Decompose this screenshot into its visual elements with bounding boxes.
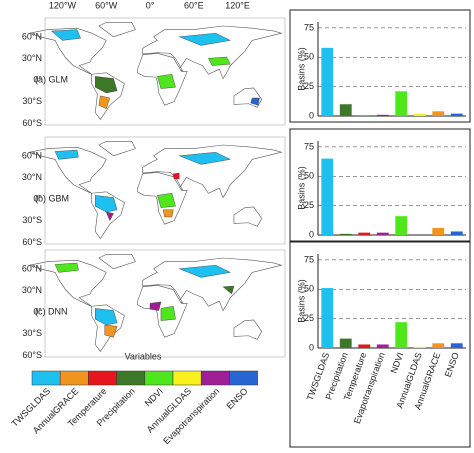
legend-swatch: [116, 370, 146, 386]
bar: [339, 338, 352, 348]
lat-label: 0°: [33, 75, 42, 85]
lat-label: 30°N: [22, 53, 42, 63]
bar: [413, 113, 426, 116]
lat-label: 30°N: [22, 172, 42, 182]
bar: [450, 113, 463, 116]
lat-label: 60°S: [22, 118, 42, 128]
y-axis-label: Basins (%): [296, 47, 306, 91]
bar: [432, 111, 445, 116]
legend-swatch: [59, 370, 89, 386]
bar: [358, 232, 371, 235]
legend-label: NDVI: [143, 386, 165, 408]
bar: [450, 231, 463, 235]
bar: [432, 343, 445, 348]
legend-swatch: [88, 370, 117, 386]
y-tick-label: 50: [304, 171, 314, 181]
bar: [395, 322, 408, 348]
bar: [450, 343, 463, 348]
y-tick-label: 0: [309, 110, 314, 120]
bar: [321, 47, 334, 116]
x-tick-label: NDVI: [389, 351, 406, 375]
bar: [432, 227, 445, 235]
lon-label: 0°: [146, 0, 155, 10]
lat-label: 60°S: [22, 350, 42, 360]
lat-label: 60°N: [22, 263, 42, 273]
panel-label: (c) DNN: [35, 306, 68, 316]
y-tick-label: 25: [304, 81, 314, 91]
lat-label: 60°N: [22, 150, 42, 160]
bar: [395, 216, 408, 235]
map-a: [29, 22, 282, 120]
legend-label: ENSO: [224, 386, 249, 411]
legend-title: Variables: [125, 351, 162, 361]
lat-label: 30°S: [22, 215, 42, 225]
y-tick-label: 75: [304, 22, 314, 32]
bar: [339, 104, 352, 116]
lat-label: 30°N: [22, 285, 42, 295]
lat-label: 30°S: [22, 328, 42, 338]
legend-label: Evapotranspiration: [161, 386, 221, 446]
map-frame: [44, 249, 286, 358]
lat-label: 60°S: [22, 237, 42, 247]
lat-label: 30°S: [22, 96, 42, 106]
lon-label: 60°W: [95, 0, 118, 10]
legend-swatch: [200, 370, 230, 386]
panel-label: (a) GLM: [35, 74, 68, 84]
lon-label: 120°W: [49, 0, 77, 10]
chart-frame: [289, 9, 471, 123]
bar: [395, 91, 408, 116]
x-tick-label: ENSO: [443, 351, 461, 378]
bar: [321, 288, 334, 348]
map-frame: [44, 136, 286, 245]
bar: [376, 232, 389, 235]
panel-label: (b) GBM: [35, 193, 69, 203]
y-tick-label: 50: [304, 52, 314, 62]
y-tick-label: 25: [304, 313, 314, 323]
bar: [339, 233, 352, 235]
bar: [321, 158, 334, 235]
lon-label: 60°E: [184, 0, 204, 10]
map-frame: [44, 17, 286, 126]
chart-frame: [289, 128, 471, 242]
y-tick-label: 75: [304, 141, 314, 151]
legend-swatch: [229, 370, 258, 386]
bar: [376, 344, 389, 348]
map-b: [29, 141, 282, 239]
map-c: [29, 254, 282, 352]
y-axis-label: Basins (%): [296, 166, 306, 210]
legend-swatch: [31, 370, 61, 386]
lon-label: 120°E: [225, 0, 250, 10]
y-tick-label: 50: [304, 284, 314, 294]
chart-frame: [289, 241, 471, 448]
lat-label: 60°N: [22, 31, 42, 41]
y-tick-label: 75: [304, 254, 314, 264]
bar: [413, 346, 426, 348]
bar: [358, 344, 371, 348]
legend-swatch: [172, 370, 202, 386]
bar: [358, 115, 371, 116]
bar: [376, 114, 389, 116]
y-axis-label: Basins (%): [296, 279, 306, 323]
legend-swatch: [144, 370, 174, 386]
lat-label: 0°: [33, 194, 42, 204]
y-tick-label: 0: [309, 342, 314, 352]
y-tick-label: 25: [304, 200, 314, 210]
lat-label: 0°: [33, 307, 42, 317]
y-tick-label: 0: [309, 229, 314, 239]
